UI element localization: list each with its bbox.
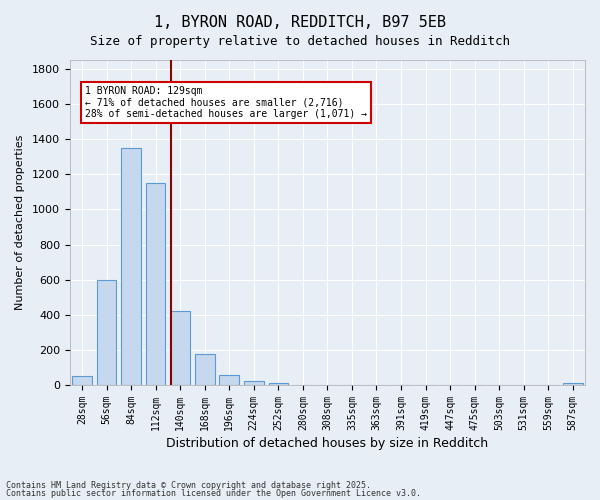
- X-axis label: Distribution of detached houses by size in Redditch: Distribution of detached houses by size …: [166, 437, 488, 450]
- Bar: [195, 354, 215, 385]
- Bar: [563, 384, 583, 385]
- Bar: [72, 376, 92, 385]
- Bar: [121, 148, 141, 385]
- Bar: [269, 384, 288, 385]
- Text: 1, BYRON ROAD, REDDITCH, B97 5EB: 1, BYRON ROAD, REDDITCH, B97 5EB: [154, 15, 446, 30]
- Bar: [170, 312, 190, 385]
- Y-axis label: Number of detached properties: Number of detached properties: [15, 135, 25, 310]
- Text: 1 BYRON ROAD: 129sqm
← 71% of detached houses are smaller (2,716)
28% of semi-de: 1 BYRON ROAD: 129sqm ← 71% of detached h…: [85, 86, 367, 119]
- Text: Contains HM Land Registry data © Crown copyright and database right 2025.: Contains HM Land Registry data © Crown c…: [6, 481, 371, 490]
- Bar: [146, 183, 166, 385]
- Text: Size of property relative to detached houses in Redditch: Size of property relative to detached ho…: [90, 35, 510, 48]
- Bar: [220, 374, 239, 385]
- Bar: [244, 380, 263, 385]
- Text: Contains public sector information licensed under the Open Government Licence v3: Contains public sector information licen…: [6, 488, 421, 498]
- Bar: [97, 280, 116, 385]
